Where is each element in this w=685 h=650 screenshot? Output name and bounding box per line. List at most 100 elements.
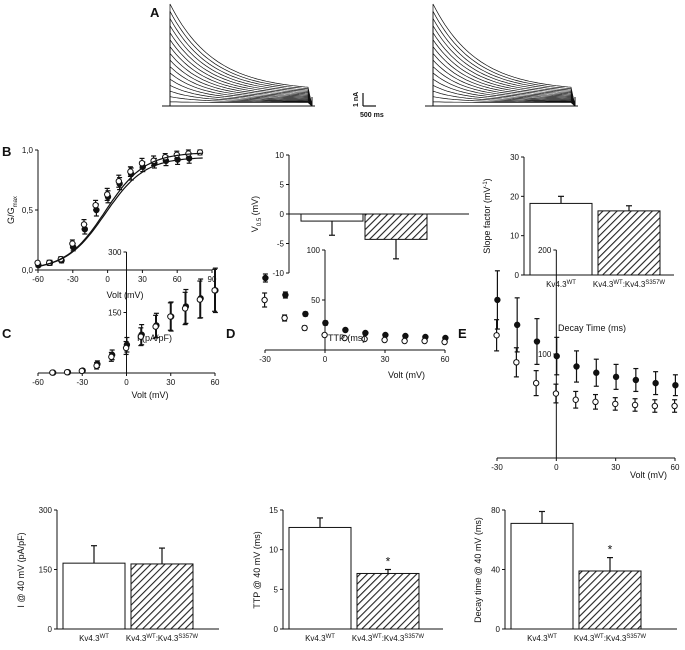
b3-category-sup2-1: S357W bbox=[645, 280, 665, 286]
b1-y-axis-label: G/Gmax bbox=[6, 196, 19, 224]
c1-point bbox=[211, 287, 218, 294]
c2-bar-wt bbox=[62, 562, 126, 630]
traces-wt-sweep-7 bbox=[169, 65, 313, 107]
d2-category-base-1: Kv4.3 bbox=[352, 634, 373, 643]
traces-wt-sweep-15 bbox=[169, 11, 313, 107]
c2-category-base-1: Kv4.3 bbox=[126, 634, 147, 643]
traces-mut-sweeps bbox=[432, 3, 576, 107]
c1-y-axis-title: I (pA/pF) bbox=[137, 333, 172, 343]
b2-bar-mut bbox=[364, 213, 428, 240]
e1-y-axis-title: Decay Time (ms) bbox=[558, 323, 626, 333]
e2-bar-wt bbox=[510, 522, 574, 630]
b3-category-base-1: Kv4.3 bbox=[593, 280, 614, 289]
b3-category-sup-0: WT bbox=[567, 280, 577, 286]
e2-category-label-0: Kv4.3WT bbox=[527, 634, 557, 643]
e2-significance-1: * bbox=[608, 543, 613, 557]
d1-x-tick-label-2: 30 bbox=[381, 355, 390, 364]
b1-point bbox=[80, 221, 88, 228]
traces-mut-sweep-5 bbox=[432, 78, 576, 107]
traces-wt-sweep-14 bbox=[169, 17, 313, 107]
e1-point bbox=[513, 321, 521, 329]
e1-y-tick-label-0: 200 bbox=[538, 246, 552, 255]
d2-category-sup-1: WT bbox=[372, 634, 382, 640]
c1-x-tick-label-0: -60 bbox=[32, 378, 44, 387]
e2-y-tick-label-2: 0 bbox=[496, 625, 501, 634]
c1-series-wt bbox=[49, 267, 219, 376]
d2-category-label-1: Kv4.3WT:Kv4.3S357W bbox=[352, 634, 424, 643]
b3-bar-wt bbox=[529, 202, 593, 276]
b1-point bbox=[115, 178, 123, 185]
b3-y-axis-label-main: Slope factor (mV bbox=[482, 187, 492, 254]
e1-point bbox=[651, 402, 659, 410]
e2-y-tick-label-1: 40 bbox=[491, 566, 500, 575]
c1-point bbox=[108, 353, 115, 361]
traces-mut-sweep-10 bbox=[432, 45, 576, 107]
c1-y-tick-label-0: 300 bbox=[108, 248, 122, 257]
b1-x-tick-label-2: 0 bbox=[105, 275, 110, 284]
b2-y-tick-label-4: -10 bbox=[272, 269, 284, 278]
e1-x-tick-label-1: 0 bbox=[554, 463, 559, 472]
e1-point bbox=[631, 401, 639, 409]
traces-mut-sweep-3 bbox=[432, 90, 576, 107]
c1-point bbox=[137, 333, 145, 340]
traces-mut-sweep-4 bbox=[432, 84, 576, 107]
e1-point bbox=[672, 382, 679, 389]
e2-category-base-1: Kv4.3 bbox=[574, 634, 595, 643]
d1-point bbox=[401, 337, 408, 345]
d2-bar-wt bbox=[288, 526, 352, 630]
d2-y-axis-label: TTP @ 40 mV (ms) bbox=[252, 531, 262, 608]
b2-y-axis-label-main: V bbox=[250, 226, 260, 232]
b1-boltzmann-fit-2 bbox=[35, 152, 203, 268]
b1-x-axis-label: Volt (mV) bbox=[106, 290, 143, 300]
b1-x-tick-label-3: 30 bbox=[138, 275, 147, 284]
d2-category-mid-1: :Kv4.3 bbox=[382, 634, 405, 643]
e2-category-sup-1: WT bbox=[594, 634, 604, 640]
traces-wt-sweep-2 bbox=[169, 96, 313, 107]
b1-series-mut bbox=[34, 149, 204, 266]
b1-point bbox=[69, 240, 76, 247]
b3-y-axis-label: Slope factor (mV-1) bbox=[482, 178, 492, 253]
e1-point bbox=[494, 296, 501, 304]
traces-wt-sweep-11 bbox=[169, 38, 313, 107]
e1-point bbox=[533, 338, 541, 345]
d1-point bbox=[342, 326, 349, 334]
c2-category-label-0: Kv4.3WT bbox=[79, 634, 109, 643]
c1-point bbox=[167, 313, 174, 320]
d1-point bbox=[262, 274, 269, 282]
d1-x-tick-label-1: 0 bbox=[323, 355, 328, 364]
d2-bar-mut bbox=[356, 572, 420, 630]
traces-wt-sweep-4 bbox=[169, 84, 313, 107]
c1-x-tick-label-1: -30 bbox=[76, 378, 88, 387]
traces-wt-sweep-5 bbox=[169, 78, 313, 107]
traces-wt-sweep-9 bbox=[169, 52, 313, 107]
b1-y-tick-label-2: 1,0 bbox=[22, 146, 34, 155]
d1-series-wt bbox=[262, 273, 449, 342]
b2-y-tick-label-3: -5 bbox=[277, 240, 285, 249]
panel-label-a: A bbox=[150, 5, 160, 20]
traces-mut-sweep-11 bbox=[432, 38, 576, 107]
c2-category-base-0: Kv4.3 bbox=[79, 634, 100, 643]
scale-bar-time-label: 500 ms bbox=[360, 112, 384, 119]
b1-y-tick-label-0: 0,0 bbox=[22, 266, 34, 275]
c1-point bbox=[122, 344, 130, 352]
panel-label-c: C bbox=[2, 326, 12, 341]
traces-mut-sweep-14 bbox=[432, 17, 576, 107]
traces-mut-sweep-12 bbox=[432, 31, 576, 107]
e2-category-base-0: Kv4.3 bbox=[527, 634, 548, 643]
d1-point bbox=[281, 314, 288, 322]
e2-category-sup2-1: S357W bbox=[626, 634, 646, 640]
d1-x-axis-label: Volt (mV) bbox=[388, 370, 425, 380]
e2-category-mid-1: :Kv4.3 bbox=[604, 634, 627, 643]
c2-y-tick-label-1: 150 bbox=[39, 566, 53, 575]
traces-wt-sweep-8 bbox=[169, 59, 313, 107]
d2-category-sup-0: WT bbox=[326, 634, 336, 640]
b2-y-axis-label-sub: 0.5 bbox=[257, 217, 263, 226]
d1-series-mut bbox=[261, 292, 448, 346]
panel-label-d: D bbox=[226, 326, 235, 341]
b2-y-axis-label: V0.5 (mV) bbox=[250, 196, 263, 232]
b3-category-mid-1: :Kv4.3 bbox=[623, 280, 646, 289]
b1-y-tick-label-1: 0,5 bbox=[22, 206, 34, 215]
b1-y-axis-label-main: G/G bbox=[6, 207, 16, 224]
b1-point bbox=[138, 160, 146, 167]
